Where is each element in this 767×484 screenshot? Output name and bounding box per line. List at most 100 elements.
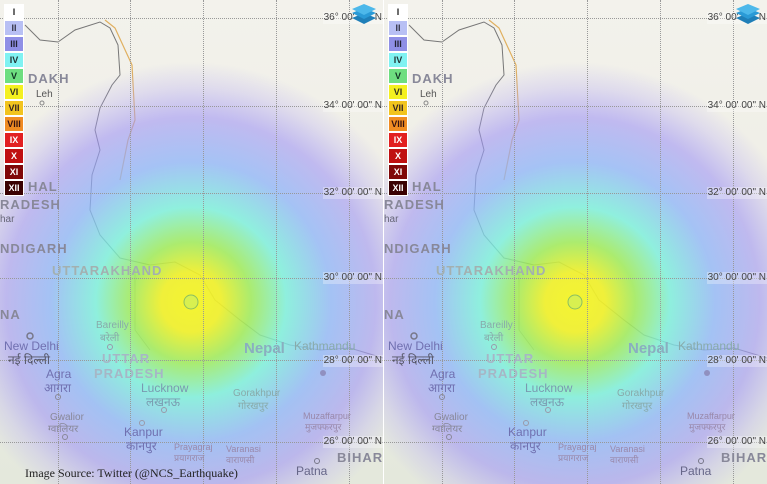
place-label: Varanasi (226, 444, 261, 454)
place-label: Leh (36, 89, 53, 100)
place-label: नई दिल्ली (8, 353, 51, 367)
legend-item-iv: IV (4, 52, 24, 68)
place-label: UTTARAKHAND (436, 263, 547, 278)
place-label: Agra (46, 367, 72, 381)
place-label: Patna (680, 464, 712, 478)
place-label: PRADESH (478, 366, 549, 381)
place-label: Gorakhpur (617, 388, 665, 399)
gridline (130, 0, 131, 484)
place-label: Kathmandu (678, 339, 740, 353)
legend-item-xi: XI (4, 164, 24, 180)
legend-item-vii: VII (4, 100, 24, 116)
place-label: लखनऊ (530, 395, 565, 409)
place-label: Muzaffarpur (687, 411, 735, 421)
place-label: NDIGARH (0, 241, 68, 256)
place-label: Nepal (244, 340, 285, 357)
place-label: लखनऊ (146, 395, 181, 409)
gridline (203, 0, 204, 484)
gridline (0, 360, 383, 361)
place-label: BIHAR (721, 450, 767, 465)
place-label: Kanpur (124, 425, 163, 439)
latitude-label: 26° 00' 00" N (706, 436, 767, 448)
place-label: NDIGARH (384, 241, 452, 256)
place-label: बरेली (100, 333, 120, 344)
place-label: गोरखपुर (622, 401, 653, 412)
place-label: Bareilly (96, 320, 129, 331)
place-label: HAL (412, 179, 442, 194)
latitude-label: 32° 00' 00" N (706, 187, 767, 199)
legend-item-iii: III (388, 36, 408, 52)
place-label: आगरा (44, 381, 72, 395)
gridline (384, 193, 767, 194)
layers-icon[interactable] (351, 3, 377, 27)
place-label: Nepal (628, 340, 669, 357)
place-label: Patna (296, 464, 328, 478)
legend-item-ix: IX (4, 132, 24, 148)
latitude-label: 28° 00' 00" N (706, 355, 767, 367)
place-label: Prayagraj (558, 442, 597, 452)
layers-icon[interactable] (735, 3, 761, 27)
legend-item-viii: VIII (4, 116, 24, 132)
place-label: har (0, 214, 15, 225)
legend-item-viii: VIII (388, 116, 408, 132)
gridline (384, 442, 767, 443)
intensity-legend: I II III IV V VI VII VIII IX X XI XII (4, 4, 24, 196)
place-label: RADESH (0, 197, 61, 212)
gridline (0, 18, 383, 19)
place-label: Gwalior (434, 412, 468, 423)
legend-item-iv: IV (388, 52, 408, 68)
place-label: Bareilly (480, 320, 513, 331)
intensity-heatmap (0, 0, 383, 484)
gridline (276, 0, 277, 484)
latitude-label: 30° 00' 00" N (706, 272, 767, 284)
gridline (733, 0, 734, 484)
latitude-label: 34° 00' 00" N (706, 100, 767, 112)
place-label: RADESH (384, 197, 445, 212)
place-label: DAKH (28, 71, 70, 86)
latitude-label: 32° 00' 00" N (322, 187, 383, 199)
legend-item-v: V (388, 68, 408, 84)
latitude-label: 30° 00' 00" N (322, 272, 383, 284)
place-label: New Delhi (4, 339, 59, 353)
legend-item-ii: II (388, 20, 408, 36)
gridline (660, 0, 661, 484)
legend-item-i: I (4, 4, 24, 20)
legend-item-x: X (388, 148, 408, 164)
place-label: मुजफ्फरपुर (689, 422, 726, 432)
place-label: Gorakhpur (233, 388, 281, 399)
place-label: ग्वालियर (432, 424, 463, 435)
gridline (0, 193, 383, 194)
intensity-map-panel[interactable]: 36° 00' 00" N 34° 00' 00" N 32° 00' 00" … (0, 0, 383, 484)
latitude-label: 26° 00' 00" N (322, 436, 383, 448)
legend-item-vi: VI (4, 84, 24, 100)
place-label: Prayagraj (174, 442, 213, 452)
place-label: Leh (420, 89, 437, 100)
intensity-heatmap (384, 0, 767, 484)
gridline (0, 442, 383, 443)
place-label: Agra (430, 367, 456, 381)
place-label: Kanpur (508, 425, 547, 439)
intensity-map-panel[interactable]: 36° 00' 00" N 34° 00' 00" N 32° 00' 00" … (384, 0, 767, 484)
legend-item-vii: VII (388, 100, 408, 116)
place-label: प्रयागराज (174, 453, 205, 463)
place-label: Gwalior (50, 412, 84, 423)
place-label: नई दिल्ली (392, 353, 435, 367)
place-label: Lucknow (141, 381, 189, 395)
epicenter-marker[interactable] (0, 0, 383, 484)
latitude-label: 34° 00' 00" N (322, 100, 383, 112)
gridline (384, 278, 767, 279)
place-label: UTTAR (486, 351, 535, 366)
place-label: BIHAR (337, 450, 383, 465)
intensity-legend: I II III IV V VI VII VIII IX X XI XII (388, 4, 408, 196)
place-label: DAKH (412, 71, 454, 86)
legend-item-vi: VI (388, 84, 408, 100)
place-label: UTTARAKHAND (52, 263, 163, 278)
city-markers (26, 100, 326, 464)
place-label: वाराणसी (610, 455, 639, 465)
legend-item-x: X (4, 148, 24, 164)
gridline (384, 106, 767, 107)
epicenter-marker[interactable] (384, 0, 767, 484)
gridline (384, 360, 767, 361)
gridline (442, 0, 443, 484)
gridline (0, 106, 383, 107)
